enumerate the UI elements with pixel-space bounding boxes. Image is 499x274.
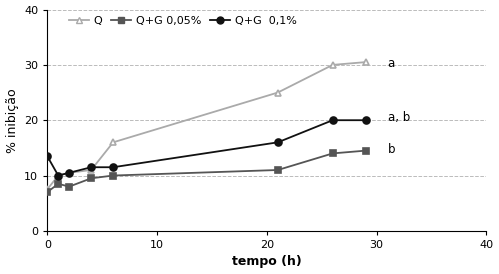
Text: b: b (388, 143, 395, 156)
Legend: Q, Q+G 0,05%, Q+G  0,1%: Q, Q+G 0,05%, Q+G 0,1% (65, 12, 301, 31)
Text: a, b: a, b (388, 111, 410, 124)
Y-axis label: % inibição: % inibição (5, 88, 18, 153)
Text: a: a (388, 57, 395, 70)
X-axis label: tempo (h): tempo (h) (232, 255, 302, 269)
